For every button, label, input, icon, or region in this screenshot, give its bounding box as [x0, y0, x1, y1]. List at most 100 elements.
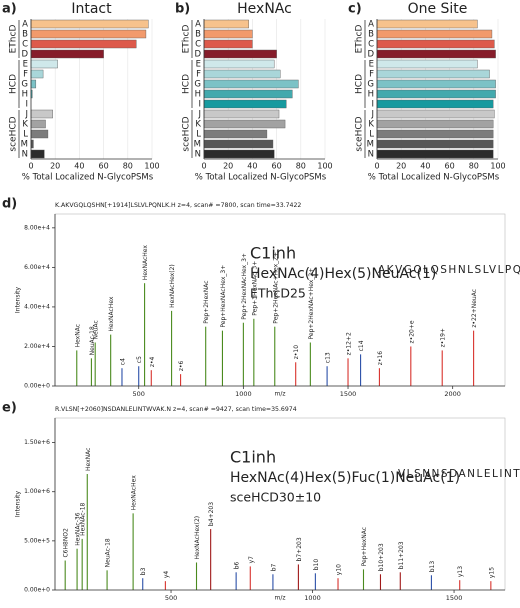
- y-tick-label: 1.50e+6: [24, 439, 50, 446]
- bar: [30, 39, 137, 49]
- peak-label: c4: [119, 358, 126, 365]
- bar: [203, 99, 287, 109]
- x-tick-label: 40: [74, 162, 84, 171]
- category-label: I: [198, 100, 201, 110]
- category-label: J: [197, 110, 201, 120]
- category-label: K: [22, 120, 28, 130]
- peak-label: b10+203: [378, 543, 385, 571]
- bar: [203, 89, 293, 99]
- group-label: HCD: [182, 74, 192, 94]
- bar: [203, 69, 281, 79]
- category-label: D: [21, 50, 28, 60]
- peak-label: z•4: [149, 356, 156, 367]
- panel-letter: c): [348, 2, 362, 17]
- bar: [30, 69, 44, 79]
- y-axis-label: Intensity: [15, 490, 22, 517]
- bar: [203, 79, 299, 89]
- category-label: B: [22, 30, 28, 40]
- x-tick-label: 0: [28, 162, 33, 171]
- category-label: C: [195, 40, 201, 50]
- peak-label: Pep+HexNAc: [361, 527, 368, 566]
- bar: [30, 119, 46, 129]
- x-tick-label: 100: [144, 162, 159, 171]
- peak-label: HexNAc-36: [75, 512, 82, 545]
- x-axis-label: m/z: [274, 595, 285, 602]
- peak-label: z•22+NeuAc: [471, 289, 478, 328]
- peak-label: z•19+: [440, 328, 447, 347]
- group-label: EThcD: [182, 25, 192, 54]
- peak-label: c14: [358, 340, 365, 351]
- y-tick-label: 0.00e+0: [24, 383, 50, 390]
- bar: [30, 149, 45, 159]
- x-tick-label: 1500: [446, 594, 463, 602]
- category-label: D: [194, 50, 201, 60]
- category-label: J: [370, 110, 374, 120]
- y-axis-label: Intensity: [15, 286, 22, 313]
- peak-label: b13: [429, 561, 436, 573]
- y-tick-label: 5.00e+5: [24, 537, 50, 544]
- peak-label: HexNAcHex(2): [169, 264, 176, 308]
- group-label: HCD: [355, 74, 365, 94]
- category-label: G: [194, 80, 201, 90]
- group-label: sceHCD: [355, 116, 365, 151]
- peak-label: C6H8NO2: [63, 528, 70, 558]
- peak-label: y7: [248, 556, 255, 564]
- category-label: M: [21, 140, 28, 150]
- y-tick-label: 0.00e+0: [24, 587, 50, 594]
- peak-label: b10: [313, 559, 320, 571]
- peak-label: Pep+2HexNAcHex_3+: [241, 253, 248, 320]
- peak-label: HexNAcHex(2): [194, 516, 201, 560]
- bar: [376, 69, 490, 79]
- category-label: L: [196, 130, 201, 140]
- category-label: C: [22, 40, 28, 50]
- x-tick-label: 100: [490, 162, 505, 171]
- peak-label: Pep+3HexNAc_3+: [251, 261, 258, 316]
- peak-label: z•12+2: [346, 332, 353, 355]
- x-tick-label: 100: [317, 162, 332, 171]
- category-label: I: [25, 100, 28, 110]
- peak-label: y10: [336, 564, 343, 575]
- peak-label: y4: [163, 571, 170, 579]
- category-label: F: [196, 70, 201, 80]
- peptide-sequence: AKVGQLQSHNLSLVLPQNLK: [378, 264, 520, 276]
- category-label: H: [22, 90, 28, 100]
- peak-label: y13: [457, 566, 464, 577]
- x-tick-label: 1000: [235, 390, 252, 398]
- bar: [376, 79, 496, 89]
- group-label: EThcD: [9, 25, 19, 54]
- x-axis-label: % Total Localized N-GlycoPSMs: [22, 173, 154, 183]
- panel-title: One Site: [408, 1, 468, 17]
- x-tick-label: 60: [445, 162, 455, 171]
- glycan-composition: HexNAc(4)Hex(5)NeuAc(1): [250, 266, 436, 282]
- category-label: L: [23, 130, 28, 140]
- fragmentation-method: sceHCD30±10: [230, 490, 321, 505]
- category-label: H: [368, 90, 374, 100]
- panel-letter: a): [2, 2, 17, 17]
- peak-label: b11+203: [398, 541, 405, 569]
- x-tick-label: 1000: [304, 594, 321, 602]
- x-tick-label: 80: [469, 162, 479, 171]
- category-label: M: [367, 140, 374, 150]
- bar: [376, 29, 493, 39]
- category-label: K: [368, 120, 374, 130]
- group-label: sceHCD: [9, 116, 19, 151]
- peak-label: b6: [234, 562, 241, 570]
- peak-label: Pep+2HexNAc: [203, 281, 210, 324]
- bar: [203, 109, 280, 119]
- bar: [376, 129, 494, 139]
- bar: [376, 149, 494, 159]
- protein-name: C1inh: [250, 244, 296, 263]
- x-tick-label: 0: [374, 162, 379, 171]
- peak-label: HexNAc: [85, 448, 92, 471]
- x-tick-label: 40: [247, 162, 257, 171]
- peak-label: Pep+2HexNAc+Hex_2+: [272, 252, 279, 324]
- x-axis-label: m/z: [274, 391, 285, 398]
- panel-title: Intact: [71, 1, 112, 17]
- x-tick-label: 0: [201, 162, 206, 171]
- category-label: A: [195, 20, 201, 30]
- y-tick-label: 4.00e+4: [24, 303, 50, 310]
- category-label: N: [22, 150, 28, 160]
- y-tick-label: 8.00e+4: [24, 224, 50, 231]
- protein-name: C1inh: [230, 448, 276, 467]
- category-label: N: [368, 150, 374, 160]
